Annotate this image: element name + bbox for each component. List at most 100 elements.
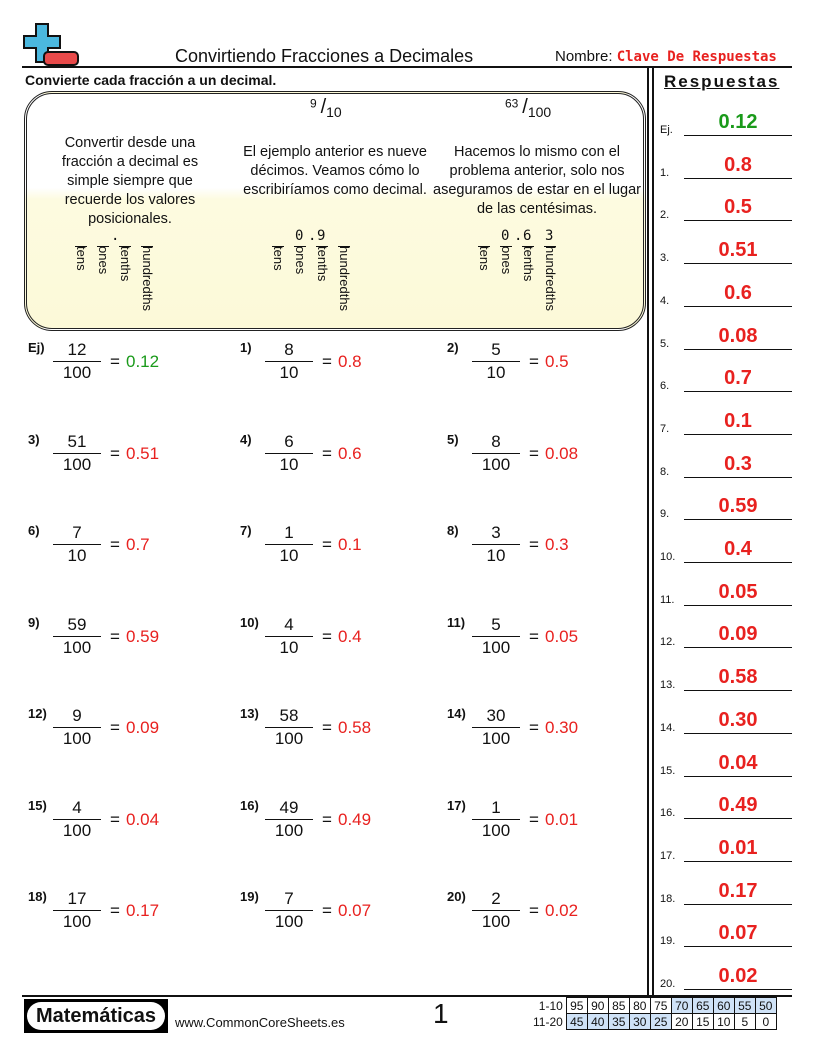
- problem-answer[interactable]: 0.01: [545, 809, 579, 829]
- problem-answer[interactable]: 0.04: [126, 809, 160, 829]
- equals-sign: =: [529, 626, 539, 646]
- place-value-label: tens: [477, 246, 492, 271]
- answer-row: 15. 0.04: [660, 737, 794, 777]
- fraction: 2 100: [472, 888, 520, 933]
- problem-answer[interactable]: 0.59: [126, 626, 160, 646]
- score-table: 1-10 95 90 85 80 75 70 65 60 55 50 11-20 45 40 35 30 25 2…: [530, 997, 777, 1030]
- equals-sign: =: [529, 809, 539, 829]
- problem: 17) 1 100 = 0.01: [447, 798, 647, 848]
- answer-label: 20.: [660, 978, 676, 990]
- answer-value[interactable]: 0.6: [724, 281, 752, 304]
- problem-answer[interactable]: 0.4: [338, 626, 362, 646]
- equals-sign: =: [110, 626, 120, 646]
- equals-sign: =: [529, 535, 539, 554]
- equals-sign: =: [529, 718, 539, 737]
- problem-answer[interactable]: 0.08: [545, 443, 579, 463]
- place-value-blank: [316, 246, 328, 247]
- answer-row: 7. 0.1: [660, 395, 794, 435]
- equals-sign: =: [110, 718, 120, 737]
- problem-answer[interactable]: 0.51: [126, 443, 160, 463]
- answer-value[interactable]: 0.08: [718, 324, 758, 347]
- equals-sign: =: [529, 352, 539, 371]
- answer-value[interactable]: 0.59: [718, 495, 758, 518]
- answer-row: 2. 0.5: [660, 181, 794, 222]
- answer-value[interactable]: 0.05: [718, 580, 758, 603]
- answer-value[interactable]: 0.02: [718, 965, 758, 987]
- problem-answer[interactable]: 0.30: [545, 718, 579, 737]
- numerator: 6: [265, 431, 313, 454]
- answer-label: 15.: [660, 764, 676, 777]
- problem-answer[interactable]: 0.49: [338, 809, 372, 829]
- answer-value[interactable]: 0.3: [724, 452, 752, 475]
- problem-answer[interactable]: 0.5: [545, 352, 569, 371]
- place-value-label: tenths: [521, 246, 536, 282]
- problem: 5) 8 100 = 0.08: [447, 432, 647, 482]
- numerator: 30: [472, 705, 520, 728]
- problem-answer[interactable]: 0.58: [338, 718, 372, 737]
- score-cell: 55: [733, 997, 756, 1014]
- answer-value[interactable]: 0.49: [718, 794, 758, 817]
- score-row-label: 1-10: [538, 998, 563, 1013]
- answer-row: 5. 0.08: [660, 310, 794, 350]
- fraction: 8 10: [265, 339, 313, 384]
- score-cell: 15: [691, 1013, 714, 1030]
- score-cell: 50: [754, 997, 777, 1014]
- equals-sign: =: [322, 535, 332, 554]
- answer-value[interactable]: 0.04: [718, 751, 758, 774]
- answer-value[interactable]: 0.17: [718, 879, 758, 902]
- problem: 16) 49 100 = 0.49: [240, 798, 440, 848]
- answer-value[interactable]: 0.8: [724, 153, 752, 176]
- place-value-blank: [272, 246, 284, 247]
- answer-value[interactable]: 0.7: [724, 367, 752, 390]
- answer-value[interactable]: 0.07: [718, 922, 758, 945]
- denominator: 100: [274, 820, 304, 840]
- place-value-blank: [544, 246, 556, 247]
- problem: 4) 6 10 = 0.6: [240, 432, 440, 482]
- answer-label: 1.: [660, 166, 670, 179]
- problem-answer[interactable]: 0.02: [545, 901, 579, 920]
- problem-answer[interactable]: 0.6: [338, 443, 362, 463]
- denominator: 10: [279, 363, 299, 382]
- problem-answer[interactable]: 0.8: [338, 352, 362, 371]
- answer-line: [684, 903, 792, 905]
- answer-value[interactable]: 0.30: [718, 708, 758, 731]
- problem-answer[interactable]: 0.3: [545, 535, 569, 554]
- answer-row: 12. 0.09: [660, 608, 794, 649]
- answer-line: [684, 562, 792, 563]
- answer-value[interactable]: 0.12: [718, 111, 758, 133]
- answer-label: 9.: [660, 508, 670, 521]
- denominator: 100: [62, 912, 92, 931]
- problem-number: 8): [447, 523, 459, 538]
- score-cell: 45: [565, 1013, 588, 1030]
- problem-answer[interactable]: 0.05: [545, 626, 579, 646]
- answer-value[interactable]: 0.4: [724, 538, 752, 560]
- answer-row: 19. 0.07: [660, 907, 794, 948]
- place-value-digit: 6: [523, 228, 532, 244]
- fraction: 4 100: [53, 797, 101, 842]
- numerator: 8: [265, 339, 313, 362]
- problem-answer[interactable]: 0.12: [126, 352, 160, 371]
- answer-value[interactable]: 0.51: [718, 239, 758, 262]
- problem-answer[interactable]: 0.07: [338, 901, 372, 920]
- answer-value[interactable]: 0.1: [724, 409, 752, 432]
- answer-line: [684, 775, 792, 777]
- answer-value[interactable]: 0.5: [724, 196, 752, 219]
- example-fraction-63-100: 63 /100: [505, 96, 552, 120]
- problem-answer[interactable]: 0.1: [338, 535, 362, 554]
- answer-value[interactable]: 0.09: [718, 623, 758, 646]
- denominator: 10: [279, 546, 299, 565]
- denominator: 100: [481, 729, 511, 748]
- problem-number: 7): [240, 523, 252, 538]
- score-cell: 90: [586, 997, 609, 1014]
- problem-number: 19): [240, 889, 259, 904]
- problem-answer[interactable]: 0.17: [126, 901, 160, 920]
- equals-sign: =: [110, 809, 120, 829]
- problem-answer[interactable]: 0.7: [126, 535, 150, 554]
- website-link[interactable]: www.CommonCoreSheets.es: [175, 1015, 345, 1030]
- answer-value[interactable]: 0.01: [718, 836, 758, 859]
- answer-line: [684, 391, 792, 393]
- problem-answer[interactable]: 0.09: [126, 718, 160, 737]
- answer-value[interactable]: 0.58: [718, 666, 758, 689]
- problem-number: 14): [447, 706, 466, 721]
- fraction: 49 100: [265, 797, 313, 842]
